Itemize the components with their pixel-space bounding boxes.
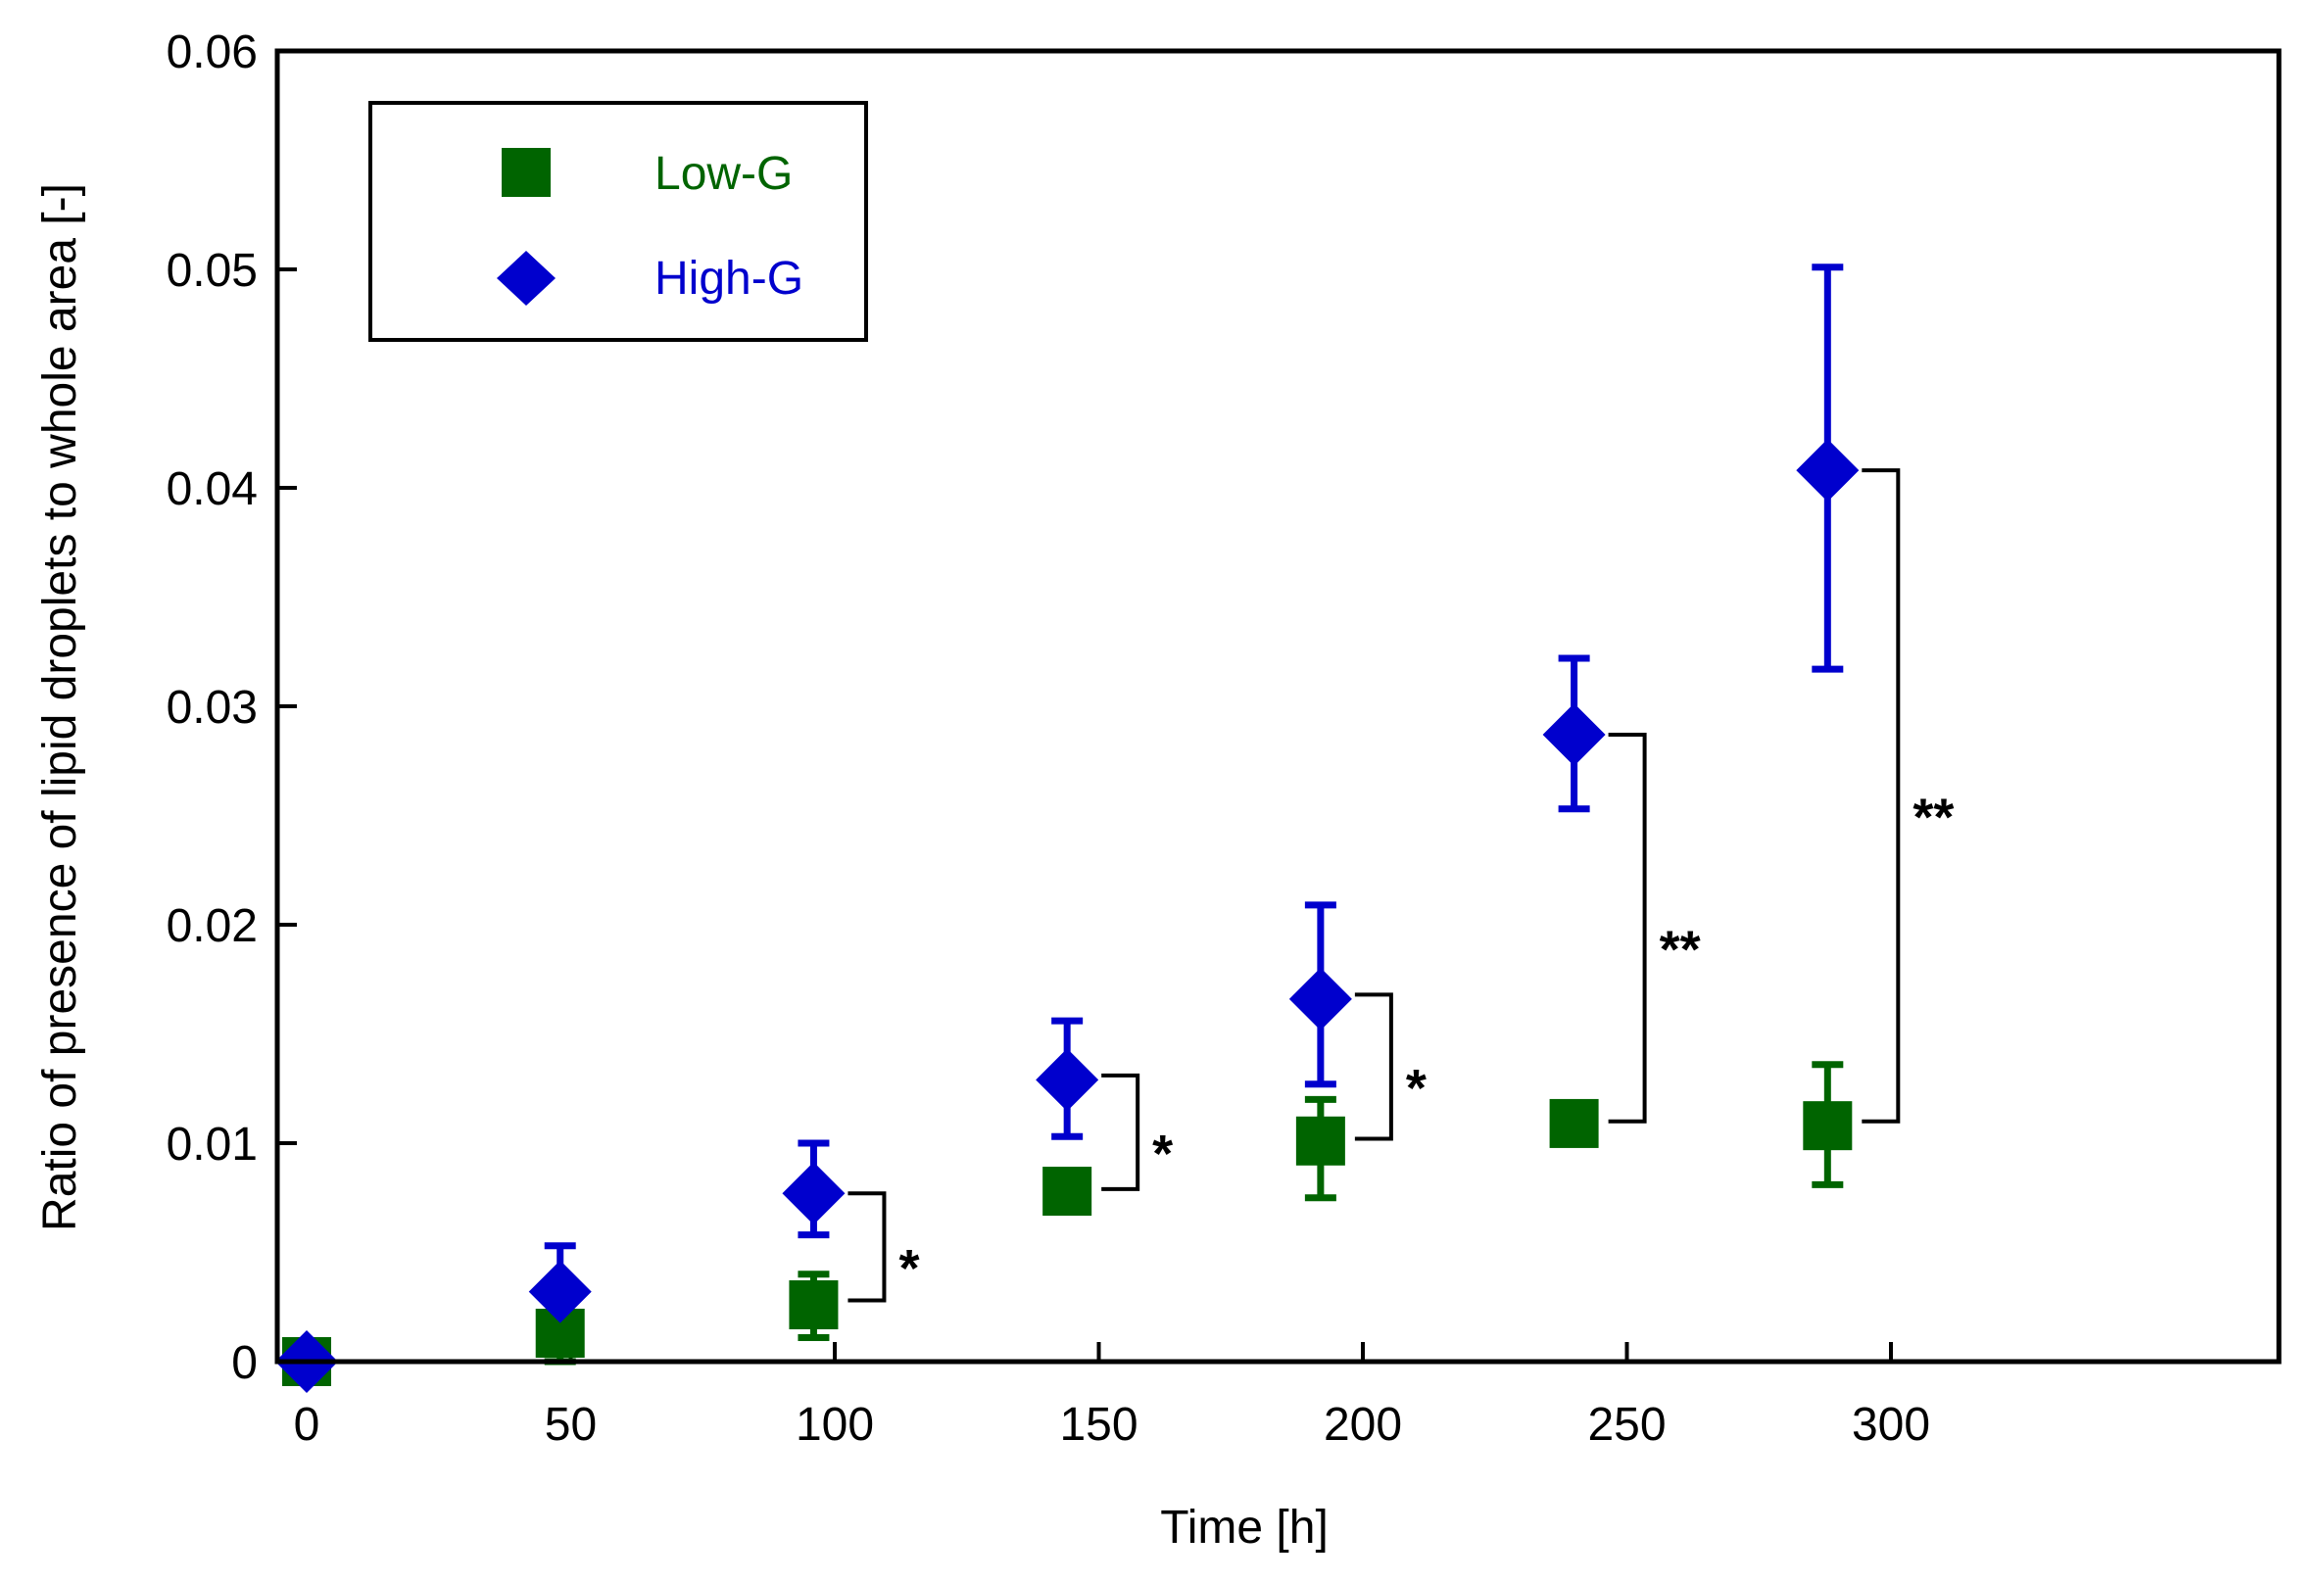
legend-marker-high-g: [497, 251, 556, 306]
y-tick-label: 0.06: [167, 26, 258, 78]
significance-brackets: *******: [847, 468, 1954, 1303]
x-tick-label: 50: [545, 1399, 597, 1451]
y-tick-label: 0: [231, 1337, 258, 1389]
significance-bracket: [1101, 1073, 1140, 1191]
point-low-g: [1549, 1098, 1599, 1148]
significance-label: **: [1660, 920, 1701, 979]
x-tick-label: 200: [1324, 1399, 1402, 1451]
y-tick-label: 0.01: [167, 1119, 258, 1171]
point-low-g: [1803, 1101, 1853, 1151]
point-high-g: [1288, 967, 1352, 1031]
point-high-g: [1036, 1048, 1099, 1112]
significance-label: **: [1912, 788, 1954, 846]
significance-bracket: [1862, 468, 1901, 1124]
axis-tick-labels: 0 50 100 150 200 250 300 0 0.01 0.02 0.03 0.04 0.05 0…: [167, 26, 1930, 1451]
significance-label: *: [1152, 1125, 1173, 1183]
point-high-g: [1796, 439, 1860, 503]
legend: Low-G High-G: [368, 101, 868, 342]
x-axis-title: Time [h]: [1160, 1502, 1329, 1554]
point-low-g: [1295, 1116, 1345, 1166]
error-bars: [544, 264, 1844, 1366]
significance-bracket: [1608, 732, 1647, 1124]
legend-label-high-g: High-G: [654, 253, 803, 305]
point-high-g: [528, 1260, 592, 1323]
significance-label: *: [1406, 1059, 1427, 1118]
x-tick-label: 300: [1852, 1399, 1930, 1451]
legend-box: [368, 101, 868, 342]
point-low-g: [1042, 1167, 1092, 1217]
x-tick-label: 0: [294, 1399, 320, 1451]
significance-bracket: [847, 1191, 887, 1303]
y-axis-title: Ratio of presence of lipid droplets to w…: [34, 183, 86, 1231]
legend-marker-low-g: [502, 148, 551, 197]
significance-label: *: [898, 1239, 919, 1298]
y-tick-label: 0.02: [167, 900, 258, 952]
significance-bracket: [1354, 992, 1393, 1141]
point-high-g: [782, 1162, 846, 1225]
y-tick-label: 0.03: [167, 682, 258, 734]
point-low-g: [789, 1280, 839, 1330]
x-tick-label: 100: [796, 1399, 874, 1451]
y-tick-label: 0.04: [167, 463, 258, 515]
y-tick-label: 0.05: [167, 245, 258, 297]
legend-label-low-g: Low-G: [654, 148, 793, 200]
plot-frame: [274, 48, 2282, 1365]
data-points: [275, 439, 1860, 1393]
x-tick-label: 150: [1059, 1399, 1138, 1451]
x-tick-label: 250: [1587, 1399, 1666, 1451]
point-high-g: [1542, 702, 1606, 766]
